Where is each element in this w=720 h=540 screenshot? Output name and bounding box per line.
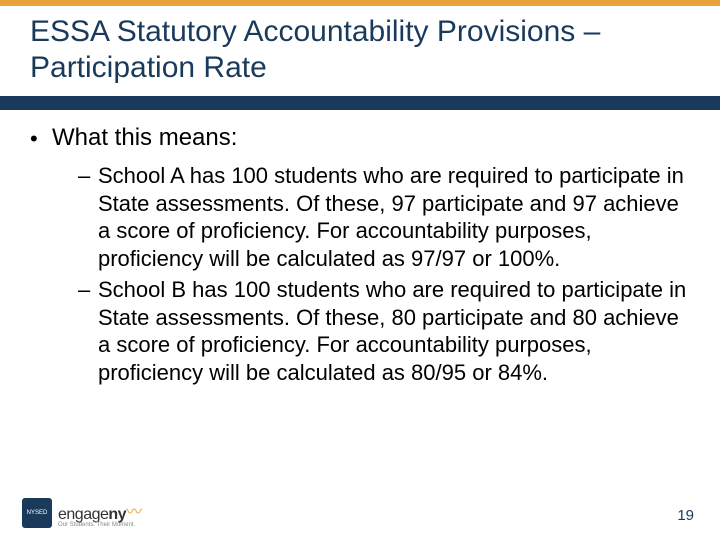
title-underline-bar	[0, 96, 720, 110]
engage-prefix: engage	[58, 506, 108, 523]
slide-body: • What this means: – School A has 100 st…	[0, 110, 720, 386]
engage-suffix: ny	[108, 506, 126, 523]
engageny-tagline: Our Students. Their Moment.	[58, 522, 142, 528]
bullet-level2: – School A has 100 students who are requ…	[30, 162, 690, 272]
page-number: 19	[677, 507, 694, 524]
bullet-level2-text: School A has 100 students who are requir…	[98, 163, 684, 271]
engageny-wordmark: engageny〰	[58, 500, 142, 524]
bullet-dash-icon: –	[78, 276, 90, 304]
bullet-dash-icon: –	[78, 162, 90, 190]
slide-footer: NYSED engageny〰 Our Students. Their Mome…	[0, 492, 720, 528]
footer-logos: NYSED engageny〰 Our Students. Their Mome…	[22, 498, 142, 528]
bullet-level2-text: School B has 100 students who are requir…	[98, 277, 686, 385]
bullet-level2: – School B has 100 students who are requ…	[30, 276, 690, 386]
nysed-logo-icon: NYSED	[22, 498, 52, 528]
bullet-level1: • What this means:	[30, 124, 690, 152]
bullet-level1-text: What this means:	[52, 124, 237, 151]
slide-title: ESSA Statutory Accountability Provisions…	[0, 6, 720, 96]
engageny-logo: engageny〰 Our Students. Their Moment.	[58, 500, 142, 528]
bullet-dot-icon: •	[30, 126, 38, 152]
swoosh-icon: 〰	[126, 498, 142, 522]
